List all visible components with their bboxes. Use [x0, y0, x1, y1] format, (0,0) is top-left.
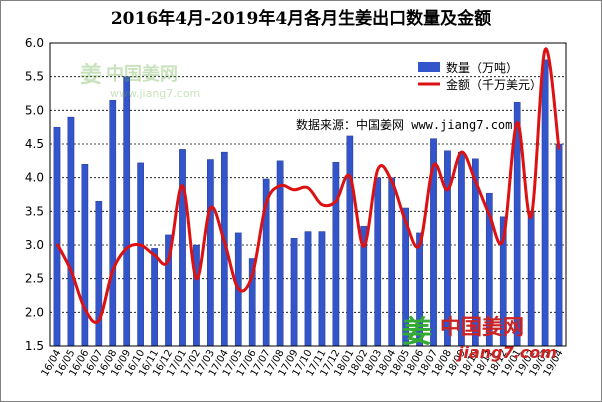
watermark-bottom-logo-icon: 姜	[402, 315, 432, 350]
plot-area-border	[49, 42, 567, 347]
legend: 数量（万吨） 金额（千万美元）	[418, 60, 542, 92]
y-tick-label: 6.0	[25, 36, 44, 50]
y-tick-label: 2.0	[25, 305, 44, 319]
watermark-top: 姜 中国姜网 www.jiang7.com	[80, 62, 200, 100]
y-tick-label: 5.0	[25, 103, 44, 117]
bar	[304, 231, 312, 347]
bar	[193, 244, 200, 347]
bar	[95, 201, 103, 347]
bar	[109, 100, 117, 347]
bar	[151, 248, 158, 347]
legend-bar-swatch	[418, 62, 440, 72]
chart-title: 2016年4月-2019年4月各月生姜出口数量及金额	[110, 9, 492, 29]
bar	[290, 238, 298, 347]
line-series-path	[55, 47, 561, 324]
bar	[388, 177, 396, 347]
bar	[541, 59, 549, 347]
legend-line-label: 金额（千万美元）	[446, 77, 542, 92]
y-tick-label: 1.5	[25, 339, 44, 353]
legend-bar-label: 数量（万吨）	[446, 60, 518, 75]
bar	[81, 163, 89, 347]
y-tick-label: 5.5	[25, 70, 44, 84]
bar	[374, 177, 382, 347]
y-tick-label: 4.5	[25, 137, 44, 151]
bar	[137, 162, 144, 347]
watermark-bottom-url: jiang7.com	[455, 343, 557, 362]
bar	[67, 116, 75, 347]
bar	[332, 161, 340, 347]
y-axis-ticks: 1.5 2.0 2.5 3.0 3.5 4.0 4.5 5.0 5.5 6.0	[25, 36, 44, 353]
watermark-bottom: 姜 中国姜网 jiang7.com	[402, 315, 557, 362]
watermark-top-url: www.jiang7.com	[110, 87, 200, 100]
source-note: 数据来源：中国姜网 www.jiang7.com	[296, 117, 512, 132]
bar	[276, 160, 284, 347]
bar-series	[53, 59, 563, 347]
bar	[179, 149, 186, 347]
y-tick-label: 4.0	[25, 171, 44, 185]
y-tick-label: 2.5	[25, 272, 44, 286]
watermark-top-name: 中国姜网	[106, 63, 178, 85]
bar	[527, 211, 535, 347]
y-tick-label: 3.0	[25, 238, 44, 252]
bar	[53, 126, 61, 347]
bar	[555, 143, 563, 347]
watermark-bottom-name: 中国姜网	[440, 315, 524, 339]
x-axis-ticks: 16/0416/0516/0616/0716/0816/0916/1016/11…	[40, 348, 566, 378]
bar	[346, 135, 354, 347]
bar	[123, 76, 131, 347]
bar	[207, 159, 214, 347]
bar	[318, 231, 326, 347]
watermark-top-logo-icon: 姜	[80, 62, 102, 88]
y-tick-label: 3.5	[25, 204, 44, 218]
